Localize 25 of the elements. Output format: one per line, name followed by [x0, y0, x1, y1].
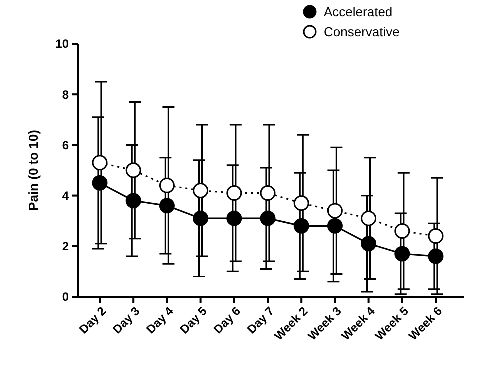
point	[126, 162, 142, 178]
point	[394, 223, 410, 239]
y-tick-label: 2	[62, 240, 70, 254]
y-tick-label: 6	[62, 138, 70, 152]
point	[260, 186, 276, 202]
point	[361, 210, 377, 226]
legend-label: Conservative	[324, 24, 400, 40]
point	[92, 155, 108, 171]
point	[193, 182, 209, 198]
y-tick-label: 0	[62, 290, 70, 304]
point	[294, 196, 310, 212]
point	[159, 178, 175, 194]
x-tick-label: Day 6	[210, 304, 244, 337]
y-tick-label: 8	[62, 88, 70, 102]
x-tick-label: Day 5	[177, 304, 210, 337]
legend-label: Accelerated	[324, 4, 393, 20]
point	[428, 228, 444, 244]
x-tick-label: Day 3	[110, 304, 143, 337]
point	[327, 203, 343, 219]
y-tick-label: 10	[56, 37, 70, 52]
point	[226, 186, 242, 202]
y-axis-title: Pain (0 to 10)	[26, 130, 41, 211]
x-tick-label: Day 2	[76, 304, 110, 337]
y-tick-label: 4	[62, 189, 70, 203]
x-tick-label: Day 4	[144, 304, 177, 337]
